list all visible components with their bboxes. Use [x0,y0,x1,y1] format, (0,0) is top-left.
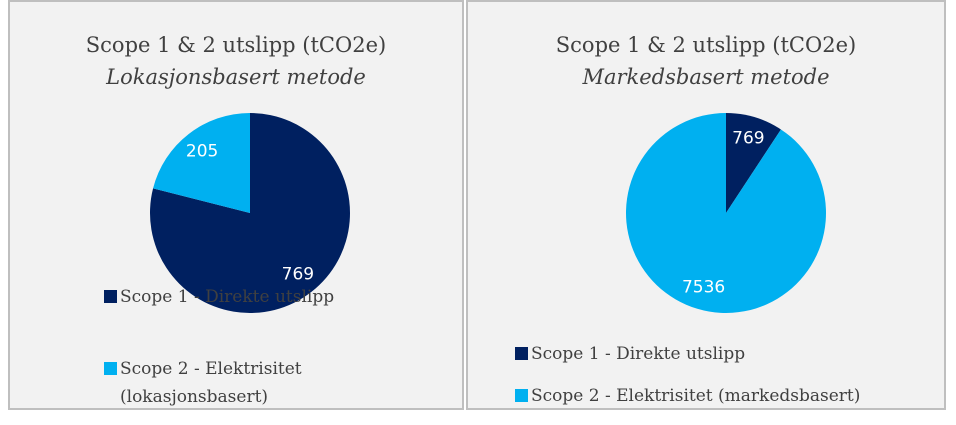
pie-slice [626,113,827,313]
legend-label: Scope 1 - Direkte utslipp [531,344,746,364]
legend-entry: Scope 1 - Direkte utslipp [104,283,334,311]
legend-label: Scope 2 - Elektrisitet (lokasjonsbasert) [120,359,302,407]
data-label: 769 [282,265,314,285]
chart-subtitle: Markedsbasert metode [581,65,829,89]
pie-slice [149,113,350,313]
legend-swatch [515,347,528,360]
legend-entry: Scope 2 - Elektrisitet (lokasjonsbasert) [104,355,344,411]
legend-label: Scope 1 - Direkte utslipp [120,287,335,307]
data-label: 205 [186,141,218,161]
chart-title: Scope 1 & 2 utslipp (tCO2e) [556,33,856,57]
legend-entry: Scope 1 - Direkte utslipp [515,340,745,368]
legend-entry: Scope 2 - Elektrisitet (markedsbasert) [515,382,860,410]
legend-swatch [104,290,117,303]
legend-label: Scope 2 - Elektrisitet (markedsbasert) [531,386,861,406]
chart-subtitle: Lokasjonsbasert metode [105,65,366,89]
legend-swatch [515,389,528,402]
data-label: 769 [732,128,764,148]
data-label: 7536 [682,278,725,298]
legend-swatch [104,362,117,375]
chart-title: Scope 1 & 2 utslipp (tCO2e) [86,33,386,57]
pie-slice [153,113,250,213]
pie-slice [726,113,781,213]
